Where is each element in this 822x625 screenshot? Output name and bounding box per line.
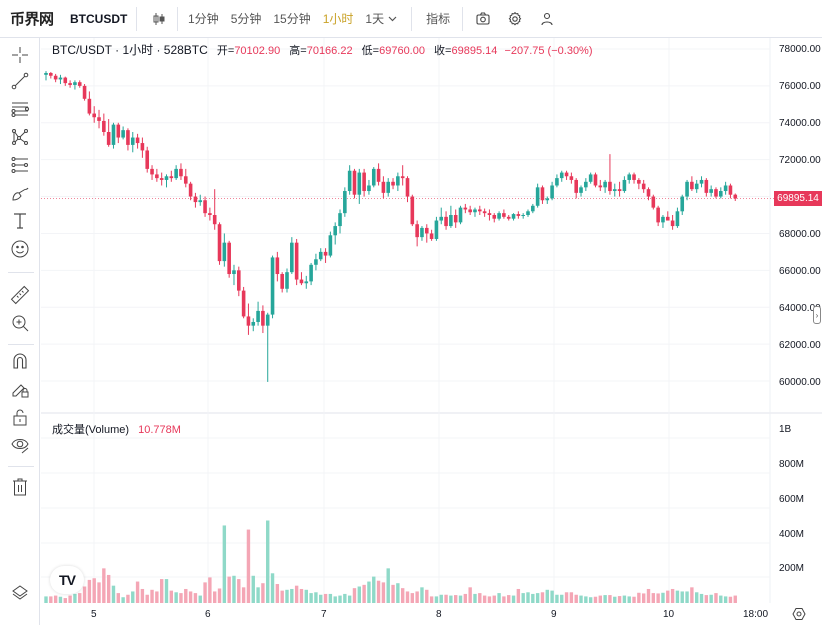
low-label: 低= (361, 45, 380, 57)
close-value: 69895.14 (451, 45, 498, 57)
price-tick: 76000.00 (779, 81, 821, 92)
emoji-icon[interactable] (6, 236, 34, 262)
price-tick: 78000.00 (779, 44, 821, 55)
drawing-toolbar (0, 38, 40, 625)
chart-title: BTC/USDT · 1小时 · 528BTC (52, 43, 208, 57)
volume-legend: 成交量(Volume) 10.778M (52, 421, 181, 437)
time-tick: 9 (551, 609, 557, 620)
interval-5m[interactable]: 5分钟 (230, 12, 262, 26)
time-tick: 6 (205, 609, 211, 620)
toolbar-divider (8, 272, 34, 273)
price-tick: 60000.00 (779, 377, 821, 388)
last-price-tag: 69895.14 (774, 191, 822, 206)
divider (177, 6, 178, 31)
eye-icon[interactable] (6, 432, 34, 458)
user-icon[interactable] (533, 7, 561, 31)
layers-icon[interactable] (6, 580, 34, 606)
interval-15m[interactable]: 15分钟 (273, 12, 311, 26)
site-logo[interactable]: 币界网 (10, 11, 54, 28)
unlock-icon[interactable] (6, 404, 34, 430)
time-tick: 7 (321, 609, 327, 620)
high-label: 高= (289, 45, 307, 57)
symbol-selector[interactable]: BTCUSDT (70, 11, 128, 26)
interval-1d-label: 1天 (365, 12, 385, 26)
fib-icon[interactable] (6, 152, 34, 178)
interval-1m[interactable]: 1分钟 (188, 12, 219, 26)
volume-tick: 600M (779, 494, 805, 505)
divider (136, 6, 137, 31)
indicators-button[interactable]: 指标 (426, 12, 451, 26)
volume-title: 成交量(Volume) (52, 424, 130, 436)
text-icon[interactable] (6, 208, 34, 234)
interval-1h[interactable]: 1小时 (322, 12, 354, 26)
price-tick: 68000.00 (779, 229, 821, 240)
change-value: −207.75 (−0.30%) (504, 45, 593, 57)
divider (462, 6, 464, 31)
top-toolbar: 币界网 BTCUSDT 1分钟 5分钟 15分钟 1小时 1天 指标 (0, 0, 822, 38)
price-scale-handle[interactable]: › (813, 306, 821, 324)
pattern-icon[interactable] (6, 124, 34, 150)
candles-icon[interactable] (145, 7, 173, 31)
horizontal-lines-icon[interactable] (6, 96, 34, 122)
open-label: 开= (216, 45, 235, 57)
price-tick: 64000.00 (779, 303, 821, 314)
ruler-icon[interactable] (6, 282, 34, 308)
chart-settings-icon[interactable] (792, 607, 808, 623)
brush-icon[interactable] (6, 180, 34, 206)
price-tick: 66000.00 (779, 266, 821, 277)
volume-tick: 200M (779, 563, 805, 574)
camera-icon[interactable] (469, 7, 497, 31)
volume-value: 10.778M (138, 424, 181, 436)
high-value: 70166.22 (306, 45, 353, 57)
gear-icon[interactable] (501, 7, 529, 31)
volume-tick: 400M (779, 529, 805, 540)
toolbar-divider (8, 466, 34, 467)
time-tick: 8 (436, 609, 442, 620)
close-label: 收= (434, 45, 452, 57)
low-value: 69760.00 (379, 45, 425, 57)
interval-1d-dropdown[interactable]: 1天 (359, 10, 403, 27)
time-tick: 5 (91, 609, 97, 620)
tradingview-logo[interactable]: TV (50, 566, 84, 594)
volume-tick: 800M (779, 459, 805, 470)
price-tick: 72000.00 (779, 155, 821, 166)
time-tick: 18:00 (743, 609, 769, 620)
lock-drawing-icon[interactable] (6, 376, 34, 402)
volume-tick: 1B (779, 424, 792, 435)
zoom-in-icon[interactable] (6, 310, 34, 336)
open-value: 70102.90 (234, 45, 281, 57)
trend-line-icon[interactable] (6, 68, 34, 94)
ohlc-legend: BTC/USDT · 1小时 · 528BTC 开=70102.90 高=701… (52, 41, 593, 58)
chevron-down-icon (388, 16, 397, 21)
magnet-icon[interactable] (6, 348, 34, 374)
divider (411, 6, 413, 31)
crosshair-icon[interactable] (6, 42, 34, 68)
time-tick: 10 (663, 609, 675, 620)
trash-icon[interactable] (6, 474, 34, 500)
price-tick: 74000.00 (779, 118, 821, 129)
price-tick: 62000.00 (779, 340, 821, 351)
toolbar-divider (8, 344, 34, 345)
